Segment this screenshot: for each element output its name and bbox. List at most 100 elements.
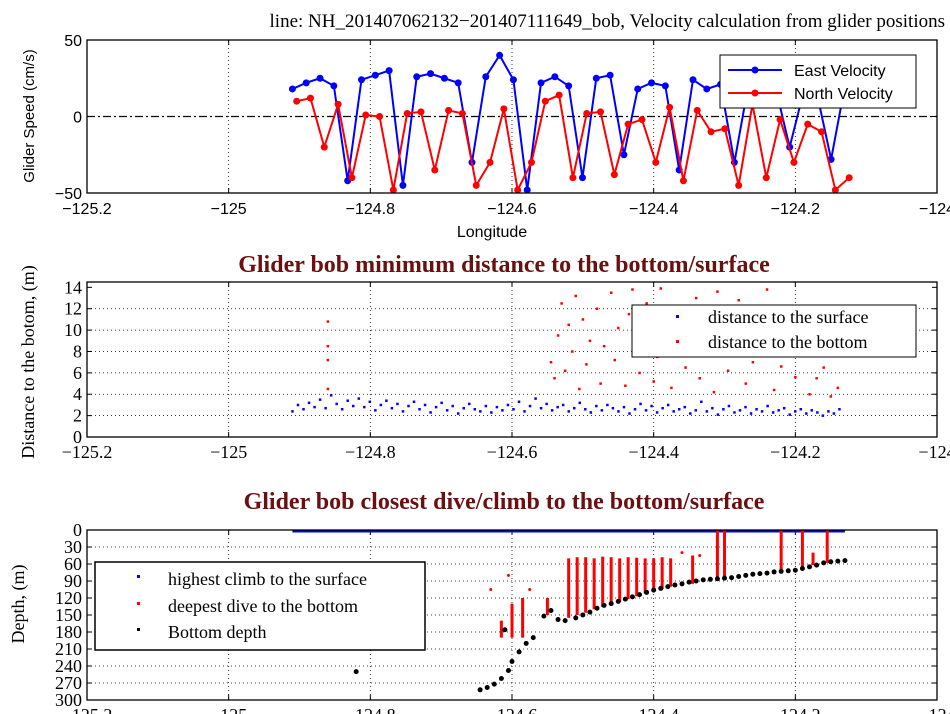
bottom-distance-point bbox=[670, 386, 673, 390]
bottom-depth-point bbox=[555, 617, 561, 623]
bottom-distance-point bbox=[659, 287, 663, 290]
bottom-distance-point bbox=[585, 363, 588, 366]
x-tick-label: −124.6 bbox=[487, 442, 538, 462]
bottom-distance-point bbox=[751, 360, 755, 364]
data-point bbox=[514, 186, 522, 193]
data-point bbox=[334, 100, 342, 108]
surface-distance-point bbox=[810, 409, 814, 412]
data-point bbox=[555, 91, 563, 99]
data-point bbox=[578, 174, 586, 182]
surface-distance-point bbox=[346, 399, 349, 402]
bottom-depth-point bbox=[644, 589, 650, 595]
surface-distance-point bbox=[495, 405, 499, 409]
depth-panel: −125.2−125−124.8−124.6−124.4−124.2−12403… bbox=[55, 520, 950, 714]
x-tick-label: −124.8 bbox=[346, 201, 395, 218]
y-tick-label: 60 bbox=[64, 554, 82, 574]
bottom-depth-point bbox=[541, 613, 547, 619]
bottom-depth-point bbox=[548, 607, 554, 613]
data-point bbox=[597, 108, 605, 116]
data-point bbox=[735, 181, 743, 189]
bottom-depth-point bbox=[814, 562, 820, 568]
bottom-distance-point bbox=[684, 366, 687, 369]
dive-point bbox=[698, 554, 702, 557]
y-tick-label: 4 bbox=[73, 384, 82, 404]
y-tick-label: 240 bbox=[55, 656, 82, 676]
surface-distance-point bbox=[650, 404, 653, 408]
surface-distance-point bbox=[771, 411, 775, 414]
data-point bbox=[330, 82, 338, 90]
legend-climb-label: highest climb to the surface bbox=[168, 569, 367, 589]
data-point bbox=[620, 151, 628, 159]
surface-distance-point bbox=[501, 409, 504, 412]
bottom-depth-point bbox=[679, 581, 685, 587]
surface-distance-point bbox=[440, 401, 443, 405]
velocity-xlabel: Longitude bbox=[457, 224, 527, 241]
bottom-depth-point bbox=[778, 568, 784, 574]
y-tick-label: 30 bbox=[64, 537, 82, 557]
data-point bbox=[610, 171, 618, 179]
surface-distance-point bbox=[589, 411, 593, 414]
bottom-distance-point bbox=[617, 326, 620, 330]
data-point bbox=[565, 82, 573, 90]
data-point bbox=[624, 120, 632, 128]
surface-distance-point bbox=[595, 404, 598, 408]
surface-distance-point bbox=[390, 406, 394, 410]
x-tick-label: −125 bbox=[210, 705, 247, 714]
surface-distance-point bbox=[291, 410, 294, 413]
data-point bbox=[348, 174, 356, 182]
data-point bbox=[440, 74, 448, 82]
legend-bottom-marker bbox=[676, 340, 679, 343]
bottom-depth-point bbox=[491, 681, 497, 687]
surface-distance-point bbox=[523, 410, 526, 413]
bottom-depth-point bbox=[835, 558, 841, 564]
surface-distance-point bbox=[793, 410, 797, 413]
surface-distance-point bbox=[628, 412, 631, 415]
data-point bbox=[458, 109, 466, 117]
bottom-distance-point bbox=[326, 320, 330, 323]
dive-point bbox=[506, 573, 510, 577]
x-tick-label: −124.6 bbox=[487, 201, 536, 218]
x-tick-label: −124.4 bbox=[628, 442, 679, 462]
bottom-distance-point bbox=[563, 369, 567, 373]
bottom-depth-point bbox=[799, 566, 805, 572]
legend-surface-marker bbox=[676, 315, 679, 318]
surface-distance-point bbox=[744, 405, 747, 409]
legend-bottom-label: distance to the bottom bbox=[708, 332, 867, 352]
y-tick-label: 150 bbox=[55, 605, 82, 625]
bottom-depth-point bbox=[729, 575, 735, 581]
bottom-depth-point bbox=[828, 559, 834, 565]
surface-distance-point bbox=[600, 409, 604, 412]
bottom-distance-point bbox=[645, 302, 648, 305]
plot-frame bbox=[86, 281, 938, 438]
velocity-ylabel: Glider Speed (cm/s) bbox=[21, 49, 38, 182]
surface-distance-point bbox=[534, 397, 537, 400]
bottom-distance-point bbox=[599, 382, 602, 385]
legend-bottom-depth-label: Bottom depth bbox=[168, 622, 267, 642]
surface-distance-point bbox=[738, 409, 742, 412]
bottom-distance-point bbox=[326, 358, 330, 362]
data-point bbox=[445, 106, 453, 114]
data-point bbox=[634, 85, 642, 93]
data-point bbox=[679, 177, 687, 185]
surface-distance-point bbox=[572, 406, 576, 410]
bottom-depth-point bbox=[615, 598, 621, 604]
bottom-distance-point bbox=[716, 290, 719, 293]
bottom-distance-point bbox=[698, 377, 702, 380]
data-point bbox=[648, 79, 656, 87]
bottom-depth-point bbox=[629, 594, 635, 600]
bottom-distance-point bbox=[638, 371, 641, 375]
surface-distance-point bbox=[622, 405, 626, 409]
bottom-depth-point bbox=[353, 669, 359, 675]
series-north-velocity bbox=[293, 91, 853, 193]
bottom-distance-point bbox=[578, 387, 581, 391]
surface-distance-point bbox=[412, 400, 416, 404]
bottom-depth-point bbox=[516, 649, 522, 655]
surface-distance-point bbox=[788, 413, 791, 416]
surface-distance-point bbox=[374, 409, 377, 412]
bottom-distance-point bbox=[822, 366, 825, 369]
surface-distance-point bbox=[832, 412, 836, 415]
bottom-distance-point bbox=[627, 312, 631, 316]
legend-surface-label: distance to the surface bbox=[708, 307, 868, 327]
bottom-distance-point bbox=[794, 375, 797, 379]
bottom-depth-point bbox=[505, 668, 511, 674]
